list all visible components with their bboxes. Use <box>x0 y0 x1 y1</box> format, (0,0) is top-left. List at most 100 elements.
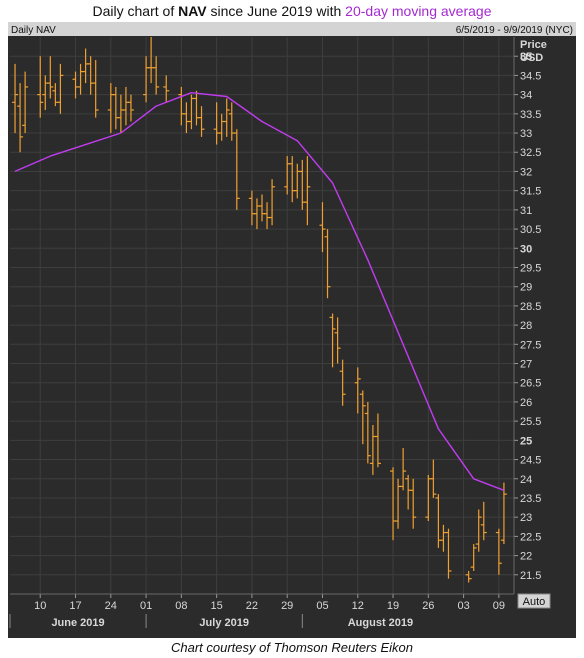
auto-scale-button[interactable] <box>517 593 551 609</box>
x-axis: 10 17 24 01 08 15 22 29 05 12 19 26 03 09 June 2019 Jul… <box>9 593 514 629</box>
y-tick-label: 29 <box>520 282 532 294</box>
ohlc-bar <box>339 359 346 406</box>
ohlc-bar <box>359 390 366 445</box>
chart-credit: Chart courtesy of Thomson Reuters Eikon <box>170 640 414 655</box>
y-tick-label: 35 <box>520 51 532 63</box>
x-tick-label: 08 <box>175 600 187 612</box>
ohlc-bar <box>354 367 361 414</box>
month-label: June 2019 <box>51 617 104 629</box>
y-tick-label: 23.5 <box>520 493 541 505</box>
ohlc-bar <box>223 98 230 137</box>
y-tick-label: 32.5 <box>520 147 541 159</box>
caption-ticker: NAV <box>178 3 207 19</box>
chart-header-right: 6/5/2019 - 9/9/2019 (NYC) <box>456 25 573 36</box>
ohlc-bar <box>92 60 99 118</box>
ohlc-bar <box>364 401 371 464</box>
x-tick-label: 09 <box>493 600 505 612</box>
ohlc-bars <box>12 37 507 583</box>
y-tick-label: 33 <box>520 128 532 140</box>
y-tick-label: 28.5 <box>520 301 541 313</box>
y-tick-label: 22 <box>520 551 532 563</box>
month-label: August 2019 <box>348 617 413 629</box>
ohlc-bar <box>163 75 170 103</box>
ohlc-bar <box>17 83 24 153</box>
y-tick-label: 34 <box>520 90 532 102</box>
y-tick-label: 30 <box>520 243 532 255</box>
y-tick-label: 25.5 <box>520 416 541 428</box>
x-tick-label: 03 <box>457 600 469 612</box>
ohlc-bar <box>269 179 276 226</box>
chart-header-bar <box>8 22 576 36</box>
caption-ma-label: 20-day moving average <box>345 3 492 19</box>
y-tick-label: 27.5 <box>520 339 541 351</box>
y-tick-label: 21.5 <box>520 570 541 582</box>
x-tick-label: 10 <box>34 600 46 612</box>
x-tick-label: 17 <box>69 600 81 612</box>
chart-panel: Daily NAV 6/5/2019 - 9/9/2019 (NYC) 21.5… <box>8 22 576 638</box>
moving-average-layer <box>14 91 505 491</box>
x-tick-label: 05 <box>316 600 328 612</box>
x-tick-label: 01 <box>140 600 152 612</box>
ohlc-bar <box>12 63 19 134</box>
ohlc-bar <box>400 448 407 491</box>
x-tick-label: 29 <box>281 600 293 612</box>
chart-background <box>8 22 576 638</box>
y-tick-label: 31 <box>520 205 532 217</box>
y-tick-label: 26 <box>520 397 532 409</box>
x-tick-label: 26 <box>422 600 434 612</box>
moving-average-line <box>14 91 505 491</box>
y-tick-label: 30.5 <box>520 224 541 236</box>
ohlc-bar <box>329 313 336 368</box>
ohlc-bar <box>500 482 507 545</box>
ohlc-bar <box>480 501 487 541</box>
ohlc-bar <box>495 528 502 575</box>
chart-header-left: Daily NAV <box>11 25 56 36</box>
chart-caption: Daily chart of NAV since June 2019 with … <box>0 0 584 22</box>
ohlc-bar <box>37 56 44 118</box>
ohlc-bar <box>430 459 437 498</box>
y-tick-label: 28 <box>520 320 532 332</box>
y-tick-label: 24 <box>520 474 532 486</box>
price-chart: Daily NAV 6/5/2019 - 9/9/2019 (NYC) 21.5… <box>8 22 576 638</box>
y-tick-label: 33.5 <box>520 109 541 121</box>
x-tick-label: 15 <box>211 600 223 612</box>
price-axis-unit: USD <box>520 52 543 64</box>
ohlc-bar <box>22 71 29 134</box>
ohlc-bar <box>319 202 326 253</box>
x-tick-label: 24 <box>105 600 117 612</box>
x-tick-label: 19 <box>387 600 399 612</box>
ohlc-bar <box>233 129 240 210</box>
ohlc-bar <box>47 56 54 99</box>
ohlc-bar <box>304 156 311 226</box>
month-label: July 2019 <box>199 617 249 629</box>
auto-scale-label: Auto <box>523 596 546 608</box>
y-tick-label: 24.5 <box>520 455 541 467</box>
y-tick-label: 32 <box>520 166 532 178</box>
y-axis: 21.5 22 22.5 23 23.5 24 24.5 25 25.5 26 26.5 27 27.5… <box>513 37 541 594</box>
y-tick-label: 31.5 <box>520 186 541 198</box>
y-tick-label: 27 <box>520 359 532 371</box>
ohlc-bar <box>334 317 341 364</box>
ohlc-bar <box>198 106 205 137</box>
caption-middle: since June 2019 with <box>206 3 346 19</box>
ohlc-bar <box>410 478 417 529</box>
ohlc-bar <box>153 56 160 95</box>
y-tick-label: 23 <box>520 512 532 524</box>
ohlc-bar <box>475 509 482 552</box>
y-tick-label: 29.5 <box>520 262 541 274</box>
ohlc-bar <box>324 229 331 299</box>
ohlc-bar <box>127 94 134 122</box>
y-tick-label: 22.5 <box>520 531 541 543</box>
y-tick-label: 26.5 <box>520 378 541 390</box>
price-axis-title: Price <box>520 39 547 51</box>
ohlc-bar <box>445 528 452 579</box>
caption-prefix: Daily chart of <box>92 3 179 19</box>
y-tick-label: 25 <box>520 435 532 447</box>
x-tick-label: 12 <box>352 600 364 612</box>
ohlc-bar <box>465 570 472 583</box>
grid-lines <box>10 37 514 594</box>
x-tick-label: 22 <box>246 600 258 612</box>
ohlc-bar <box>470 544 477 571</box>
y-tick-label: 34.5 <box>520 70 541 82</box>
ohlc-bar <box>374 413 381 468</box>
